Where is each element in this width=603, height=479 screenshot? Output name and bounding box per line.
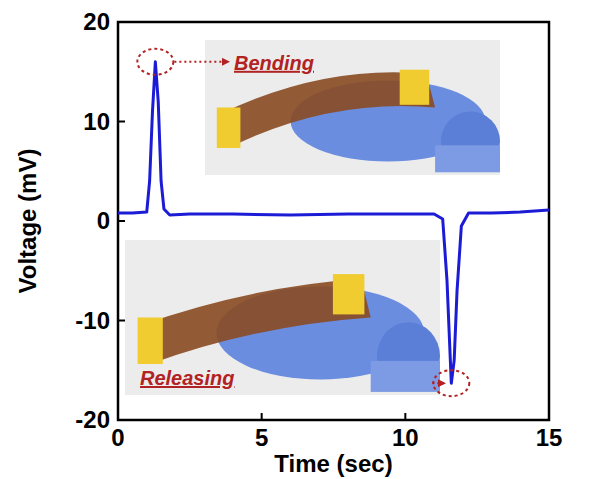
annotation-circle	[433, 370, 469, 396]
plot-frame	[118, 22, 549, 420]
x-tick-label: 5	[255, 424, 268, 451]
y-tick	[118, 21, 125, 23]
x-tick	[117, 413, 119, 420]
y-tick-label: -20	[75, 406, 110, 433]
inset-photo	[125, 240, 440, 395]
y-tick-label: -10	[75, 307, 110, 334]
annotation-arrow	[432, 382, 444, 384]
annotation-arrow	[174, 61, 228, 63]
photo-ground	[125, 240, 440, 395]
plot-area	[118, 62, 549, 383]
y-tick	[118, 121, 125, 123]
x-tick	[548, 413, 550, 420]
glove	[435, 145, 500, 172]
x-axis-title: Time (sec)	[274, 450, 392, 477]
y-tick	[118, 220, 125, 222]
y-tick-label: 10	[83, 108, 110, 135]
annotation-circle	[137, 49, 173, 75]
y-axis-title: Voltage (mV)	[14, 149, 41, 294]
y-tick-label: 20	[83, 8, 110, 35]
chart: 0 5 10 15 -20 -10 0 10 20 Time (sec) Voltage (mV) B…	[0, 0, 603, 479]
x-tick-label: 0	[111, 424, 124, 451]
device-electrode	[333, 274, 365, 314]
x-tick	[261, 413, 263, 420]
x-tick	[404, 413, 406, 420]
device-electrode	[138, 318, 163, 365]
x-tick-label: 15	[536, 424, 563, 451]
inset-photo	[205, 40, 500, 175]
y-tick	[118, 419, 125, 421]
y-tick	[118, 320, 125, 322]
device-electrode	[217, 108, 241, 149]
y-tick-label: 0	[97, 207, 110, 234]
x-tick-label: 10	[392, 424, 419, 451]
annotation-label: Releasing	[140, 367, 234, 389]
annotation-label: Bending	[234, 52, 314, 74]
photo-ground	[205, 40, 500, 175]
device-electrode	[400, 70, 430, 105]
voltage-line	[118, 62, 549, 383]
glove	[371, 361, 440, 392]
